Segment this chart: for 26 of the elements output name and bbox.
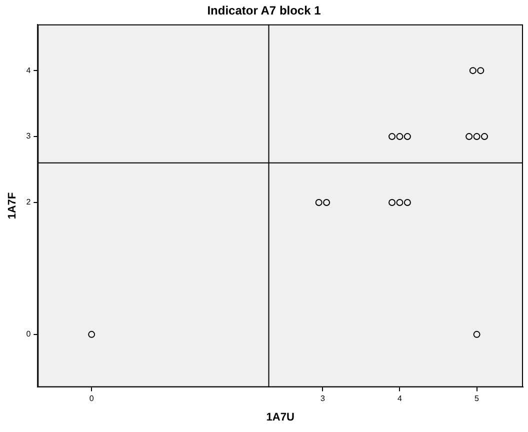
point: [404, 133, 411, 140]
x-tick-label: 3: [320, 394, 326, 404]
point: [396, 133, 404, 140]
y-tick-label: 4: [26, 66, 32, 75]
x-tick-label: 5: [474, 394, 480, 404]
y-tick-label: 3: [26, 132, 32, 141]
point: [388, 133, 396, 140]
point: [473, 330, 480, 338]
x-tick-label: 0: [89, 394, 94, 404]
y-tick-label: 2: [26, 198, 32, 207]
chart-title: Indicator A7 block 1: [207, 4, 322, 18]
point: [477, 67, 484, 74]
x-axis-title: 1A7U: [266, 411, 294, 424]
point: [480, 133, 488, 140]
point: [388, 199, 396, 206]
y-axis-title: 1A7F: [6, 192, 19, 220]
point: [473, 133, 480, 140]
point: [466, 133, 473, 140]
point: [88, 330, 96, 338]
point: [469, 67, 476, 74]
point: [404, 199, 411, 206]
point: [396, 199, 404, 206]
x-tick-label: 4: [398, 394, 403, 404]
y-tick-label: 0: [26, 330, 32, 339]
point: [323, 199, 330, 206]
point: [315, 199, 322, 206]
